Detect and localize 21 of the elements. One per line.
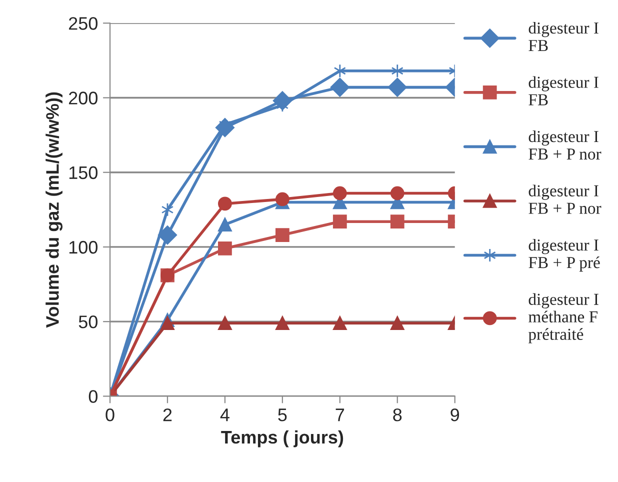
y-tick-label: 0 <box>88 390 98 403</box>
x-tick-label: 7 <box>336 408 344 422</box>
legend-label: digesteur I méthane F prétraité <box>528 293 598 344</box>
y-tick-label: 200 <box>68 92 98 104</box>
x-tick-label: 0 <box>106 408 114 422</box>
x-tick-label: 4 <box>220 408 230 422</box>
y-axis-title: Volume du gaz (mL/(w/w%)) <box>46 92 63 328</box>
y-tick-label: 50 <box>78 316 98 328</box>
x-tick-label: 5 <box>278 408 287 422</box>
legend-label: digesteur I FB <box>528 76 598 106</box>
legend-label: digesteur I FB + P nor <box>528 184 602 214</box>
y-tick-label: 150 <box>69 166 98 180</box>
y-tick-label: 250 <box>68 17 98 30</box>
legend-label: digesteur I FB + P pré <box>528 238 600 272</box>
x-tick-label: 9 <box>450 408 460 422</box>
x-axis-title: Temps ( jours) <box>221 430 344 448</box>
x-tick-label: 8 <box>393 408 402 422</box>
legend-label: digesteur I FB <box>528 22 598 52</box>
legend-label: digesteur I FB + P nor <box>528 130 602 160</box>
x-tick-label: 2 <box>163 408 172 422</box>
y-tick-label: 100 <box>69 240 98 254</box>
